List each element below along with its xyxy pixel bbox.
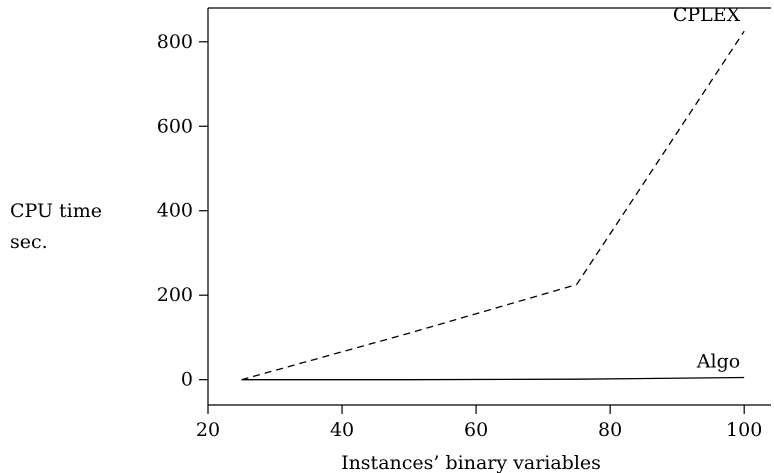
- y-tick-label: 400: [157, 200, 193, 222]
- y-axis-label-line2: sec.: [10, 231, 48, 253]
- x-axis-label: Instances’ binary variables: [341, 452, 601, 473]
- y-tick-label: 0: [181, 369, 193, 391]
- series-line-cplex: [241, 30, 745, 381]
- x-tick-label: 100: [726, 419, 762, 441]
- x-tick-label: 20: [196, 419, 220, 441]
- y-ticks: 0 200 400 600 800: [157, 31, 208, 391]
- x-tick-label: 40: [330, 419, 354, 441]
- y-tick-label: 800: [157, 31, 193, 53]
- series-label-cplex: CPLEX: [673, 4, 741, 26]
- x-ticks: 20 40 60 80 100: [196, 405, 762, 441]
- y-axis-label-line1: CPU time: [10, 200, 102, 222]
- x-tick-label: 60: [464, 419, 488, 441]
- series-group: CPLEX Algo: [241, 4, 745, 381]
- x-tick-label: 80: [598, 419, 622, 441]
- series-line-algo: [241, 376, 745, 381]
- y-tick-label: 600: [157, 115, 193, 137]
- series-label-algo: Algo: [696, 351, 740, 373]
- y-tick-label: 200: [157, 284, 193, 306]
